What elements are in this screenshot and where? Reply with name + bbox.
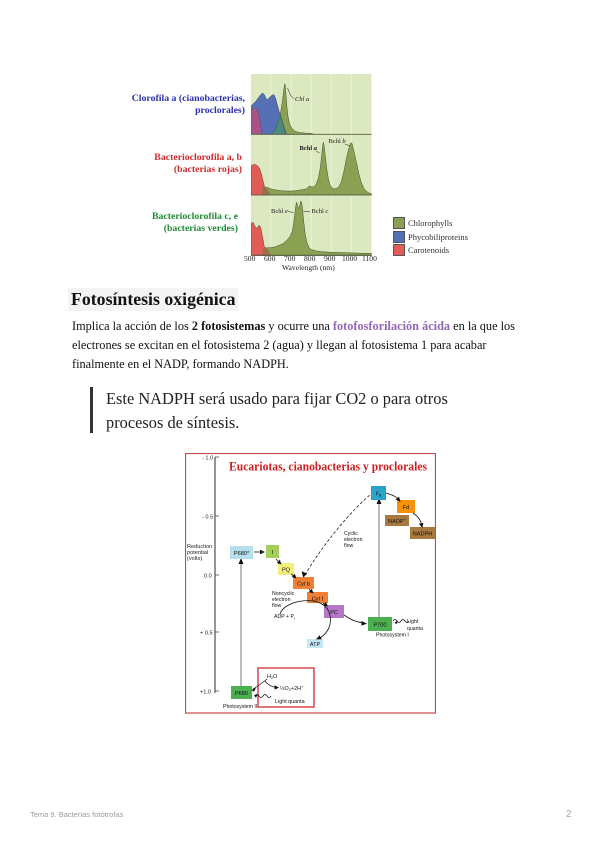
svg-text:Cyt f: Cyt f <box>312 597 324 603</box>
svg-text:- 1.0: - 1.0 <box>202 456 213 462</box>
svg-text:flow: flow <box>272 603 281 609</box>
svg-text:½O2+2H+: ½O2+2H+ <box>280 684 304 692</box>
svg-text:Reduction: Reduction <box>187 544 212 550</box>
svg-text:Fd: Fd <box>403 505 410 511</box>
svg-text:- 0.5: - 0.5 <box>202 515 213 521</box>
svg-text:electron: electron <box>344 537 363 543</box>
svg-text:Photosystem II: Photosystem II <box>223 704 257 710</box>
svg-text:NADP+: NADP+ <box>388 517 407 526</box>
svg-text:Cyt b: Cyt b <box>297 582 310 588</box>
svg-text:PC: PC <box>330 610 338 616</box>
svg-text:0.0: 0.0 <box>204 574 212 580</box>
svg-text:Photosystem I: Photosystem I <box>376 633 409 639</box>
svg-text:P680: P680 <box>235 691 248 697</box>
svg-text:I: I <box>272 550 274 556</box>
svg-text:PQ: PQ <box>282 568 291 574</box>
svg-text:electron: electron <box>272 597 291 603</box>
svg-text:Light quanta: Light quanta <box>275 699 305 705</box>
svg-text:Bchl c: Bchl c <box>311 208 328 215</box>
svg-text:Bchl a: Bchl a <box>299 145 317 152</box>
svg-text:Light: Light <box>407 619 419 625</box>
svg-text:Chl a: Chl a <box>295 96 309 103</box>
svg-text:H2O: H2O <box>267 674 277 680</box>
svg-text:(volts): (volts) <box>187 556 202 562</box>
svg-text:quanta: quanta <box>407 626 423 632</box>
svg-text:FB: FB <box>376 492 382 498</box>
svg-text:NADPH: NADPH <box>413 532 433 538</box>
svg-text:potential: potential <box>187 550 208 556</box>
svg-text:Bchl e: Bchl e <box>271 208 288 215</box>
svg-text:Eucariotas, cianobacterias y p: Eucariotas, cianobacterias y proclorales <box>229 460 427 474</box>
svg-text:+1.0: +1.0 <box>200 690 211 696</box>
svg-text:P680*: P680* <box>234 551 250 557</box>
svg-text:Bchl b: Bchl b <box>328 138 346 145</box>
svg-text:ATP: ATP <box>310 642 321 648</box>
svg-text:Cyclic: Cyclic <box>344 531 358 537</box>
svg-text:ADP + Pi: ADP + Pi <box>274 614 295 621</box>
svg-text:+ 0.5: + 0.5 <box>200 631 213 637</box>
svg-text:P700: P700 <box>373 623 386 629</box>
svg-text:flow: flow <box>344 543 353 549</box>
svg-text:Noncyclic: Noncyclic <box>272 591 295 597</box>
